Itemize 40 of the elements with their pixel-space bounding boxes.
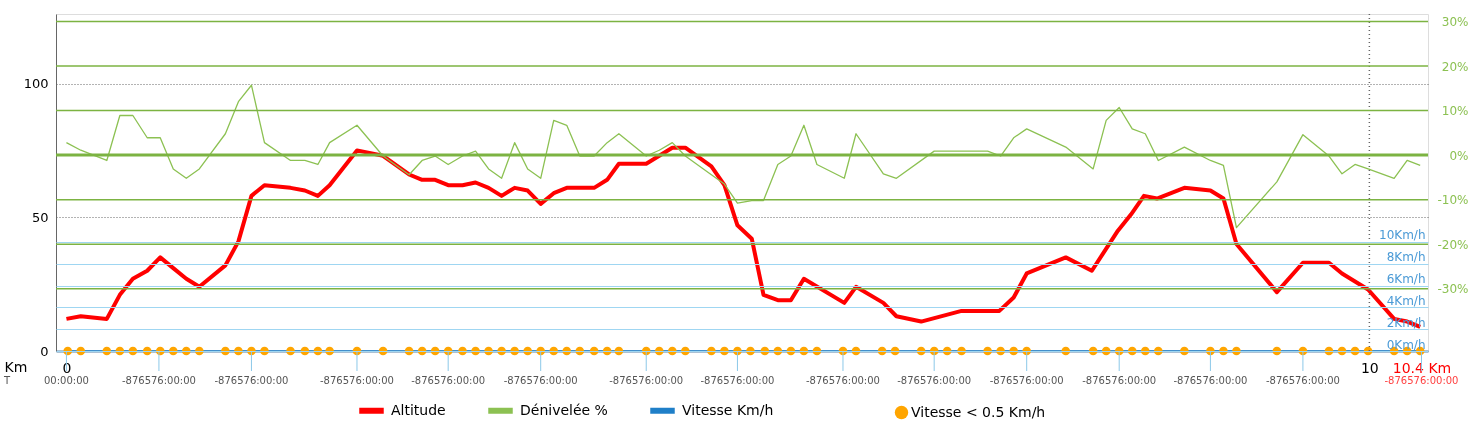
y-tick-label: 100: [23, 76, 49, 92]
annotation: -876576:00:00: [1173, 375, 1248, 386]
y2-tick-label: -20%: [1437, 237, 1469, 252]
x-tick-label: 10: [1360, 359, 1379, 376]
y-tick-label: 0: [40, 343, 49, 359]
text: T: [3, 375, 11, 386]
y2-tick-label: 10%: [1441, 104, 1469, 119]
y3-tick-label: 0Km/h: [1386, 337, 1426, 352]
annotation: -876576:00:00: [1082, 375, 1157, 386]
annotation: -876576:00:00: [609, 375, 684, 386]
annotation: -876576:00:00: [503, 375, 578, 386]
legend-label: Dénivelée %: [520, 401, 608, 418]
annotation: -876576:00:00: [897, 375, 972, 386]
annotation: 00:00:00: [43, 375, 89, 386]
legend-label: Vitesse < 0.5 Km/h: [911, 403, 1046, 420]
annotation: -876576:00:00: [319, 375, 394, 386]
annotation: -876576:00:00: [411, 375, 486, 386]
y2-tick-label: 20%: [1441, 59, 1469, 74]
y3-tick-label: 10Km/h: [1379, 228, 1426, 243]
y3-tick-label: 4Km/h: [1386, 293, 1426, 308]
annotation: -876576:00:00: [1384, 375, 1459, 386]
annotation: -876576:00:00: [1265, 375, 1340, 386]
y2-tick-label: 30%: [1441, 15, 1469, 30]
annotation: -876576:00:00: [700, 375, 775, 386]
y2-tick-label: 0%: [1449, 148, 1469, 163]
annotation: -876576:00:00: [214, 375, 289, 386]
legend-label: Vitesse Km/h: [682, 401, 774, 418]
y2-tick-label: -10%: [1437, 193, 1469, 208]
y3-tick-label: 6Km/h: [1386, 272, 1426, 287]
legend-label: Altitude: [391, 401, 446, 418]
line-series: [65, 84, 1421, 229]
annotation: -876576:00:00: [805, 375, 880, 386]
x-tick-label: 0: [62, 359, 72, 376]
y2-tick-label: -30%: [1437, 282, 1469, 297]
y-tick-label: 50: [31, 209, 49, 225]
annotation: -876576:00:00: [989, 375, 1064, 386]
y3-tick-label: 8Km/h: [1386, 250, 1426, 265]
x-axis-title: Km: [4, 358, 28, 375]
line-series: [64, 145, 1423, 329]
annotation: -876576:00:00: [121, 375, 196, 386]
